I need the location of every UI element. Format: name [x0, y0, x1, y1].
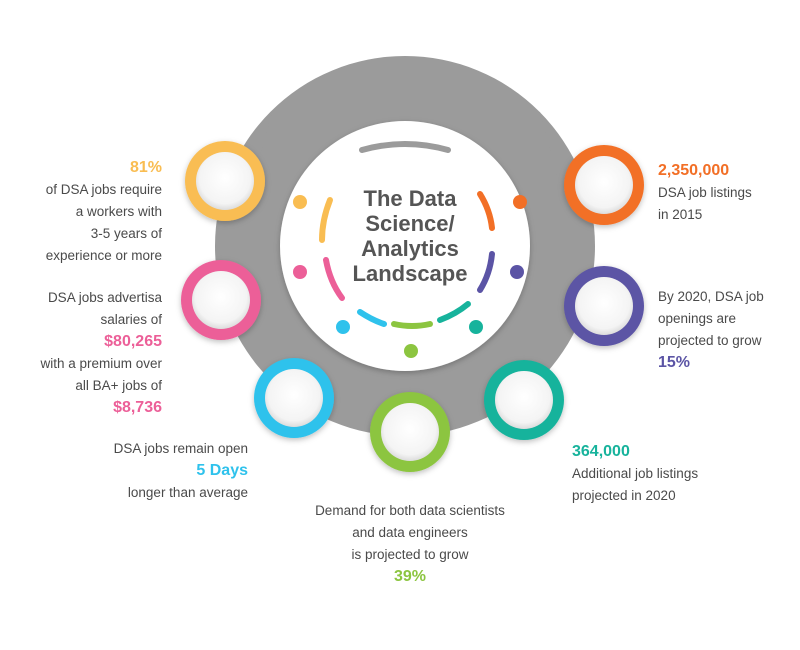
stat-salary-line: salaries of — [100, 312, 162, 327]
stat-experience-line: of DSA jobs require — [45, 182, 162, 197]
gear-icon — [215, 56, 595, 436]
center-title: The Data Science/ Analytics Landscape — [353, 186, 468, 286]
stat-demand-line: Demand for both data scientists — [315, 503, 505, 518]
ring-dots — [293, 195, 527, 358]
stat-open: DSA jobs remain open 5 Days longer than … — [114, 438, 248, 504]
stat-ring-orange — [564, 145, 644, 225]
stat-ring-cyan — [254, 358, 334, 438]
stat-salary-line: DSA jobs advertisa — [47, 290, 162, 305]
stat-demand-line: and data engineers — [352, 525, 468, 540]
stat-salary-value: $80,265 — [104, 333, 162, 350]
stat-experience-line: a workers with — [75, 204, 162, 219]
stat-growth-line: openings are — [658, 311, 737, 326]
stat-ring-pink — [181, 260, 261, 340]
stat-listings-value: 2,350,000 — [658, 162, 730, 179]
inner-ring — [319, 141, 495, 329]
title-line-1: The Data — [364, 186, 458, 211]
stat-demand-line: is projected to grow — [351, 547, 469, 562]
stat-open-value: 5 Days — [196, 462, 248, 479]
stat-additional-line: projected in 2020 — [572, 488, 676, 503]
stat-ring-green — [370, 392, 450, 472]
stat-experience: 81% of DSA jobs require a workers with 3… — [46, 157, 162, 267]
stat-growth-value: 15% — [658, 354, 691, 371]
stat-additional: 364,000 Additional job listings projecte… — [572, 441, 698, 507]
stat-growth-line: By 2020, DSA job — [658, 289, 764, 304]
stat-open-line: DSA jobs remain open — [113, 441, 248, 456]
title-line-3: Analytics — [361, 236, 459, 261]
stat-experience-value: 81% — [129, 159, 162, 176]
stat-demand: Demand for both data scientists and data… — [270, 500, 550, 588]
stat-growth-line: projected to grow — [658, 333, 762, 348]
stat-salary-premium: $8,736 — [113, 399, 162, 416]
stat-demand-value: 39% — [393, 568, 427, 585]
stat-salary-line: all BA+ jobs of — [75, 378, 162, 393]
stat-additional-line: Additional job listings — [572, 466, 699, 481]
title-line-4: Landscape — [353, 261, 468, 286]
stat-experience-line: experience or more — [45, 248, 162, 263]
stat-additional-value: 364,000 — [572, 443, 630, 460]
stat-listings-line: DSA job listings — [658, 185, 752, 200]
stat-listings-line: in 2015 — [658, 207, 703, 222]
stat-ring-teal — [484, 360, 564, 440]
stat-listings: 2,350,000 DSA job listings in 2015 — [658, 160, 752, 226]
stat-ring-indigo — [564, 266, 644, 346]
stat-open-line: longer than average — [127, 485, 248, 500]
stat-ring-yellow — [185, 141, 265, 221]
title-line-2: Science/ — [365, 211, 454, 236]
stat-salary-line: with a premium over — [40, 356, 162, 371]
stat-salary: DSA jobs advertisa salaries of $80,265 w… — [40, 287, 162, 419]
stat-growth: By 2020, DSA job openings are projected … — [658, 286, 764, 374]
stat-experience-line: 3-5 years of — [90, 226, 162, 241]
